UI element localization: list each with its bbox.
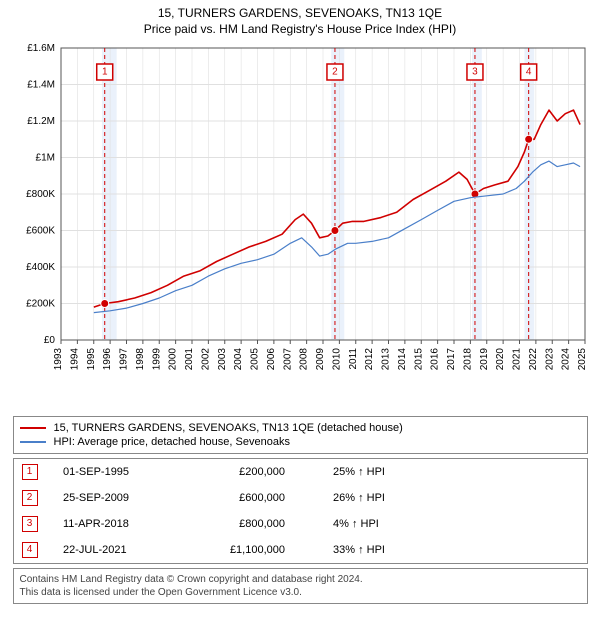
svg-text:2025: 2025 bbox=[577, 348, 588, 371]
svg-text:1: 1 bbox=[101, 67, 107, 78]
legend-box: 15, TURNERS GARDENS, SEVENOAKS, TN13 1QE… bbox=[13, 416, 588, 454]
svg-text:2022: 2022 bbox=[527, 348, 538, 371]
svg-text:2001: 2001 bbox=[184, 348, 195, 371]
svg-text:2003: 2003 bbox=[216, 348, 227, 371]
svg-text:£800K: £800K bbox=[26, 189, 55, 200]
transaction-price: £800,000 bbox=[195, 511, 325, 537]
svg-text:2004: 2004 bbox=[233, 348, 244, 371]
svg-text:2012: 2012 bbox=[364, 348, 375, 371]
svg-text:1993: 1993 bbox=[53, 348, 64, 371]
svg-text:2002: 2002 bbox=[200, 348, 211, 371]
legend-label-property: 15, TURNERS GARDENS, SEVENOAKS, TN13 1QE… bbox=[54, 422, 403, 434]
svg-text:£400K: £400K bbox=[26, 262, 55, 273]
svg-text:1997: 1997 bbox=[118, 348, 129, 371]
svg-text:2016: 2016 bbox=[429, 348, 440, 371]
svg-text:1994: 1994 bbox=[69, 348, 80, 371]
legend-row-hpi: HPI: Average price, detached house, Seve… bbox=[20, 435, 581, 449]
title-block: 15, TURNERS GARDENS, SEVENOAKS, TN13 1QE… bbox=[10, 6, 590, 36]
svg-text:2007: 2007 bbox=[282, 348, 293, 371]
svg-text:2018: 2018 bbox=[462, 348, 473, 371]
transaction-table: 1 01-SEP-1995£200,00025% ↑ HPI 2 25-SEP-200… bbox=[13, 458, 588, 564]
footer-licence: This data is licensed under the Open Gov… bbox=[20, 586, 581, 599]
svg-text:£200K: £200K bbox=[26, 299, 55, 310]
svg-text:2024: 2024 bbox=[560, 348, 571, 371]
table-row: 2 25-SEP-2009£600,00026% ↑ HPI bbox=[13, 485, 587, 511]
svg-text:£1.2M: £1.2M bbox=[27, 116, 55, 127]
transaction-price: £200,000 bbox=[195, 459, 325, 486]
svg-text:3: 3 bbox=[472, 67, 478, 78]
transaction-marker-cell: 3 bbox=[13, 511, 55, 537]
transaction-hpi-delta: 4% ↑ HPI bbox=[325, 511, 587, 537]
svg-text:2: 2 bbox=[332, 67, 338, 78]
transaction-marker-cell: 1 bbox=[13, 459, 55, 486]
legend-label-hpi: HPI: Average price, detached house, Seve… bbox=[54, 436, 290, 448]
legend-swatch-hpi bbox=[20, 441, 46, 443]
legend-row-property: 15, TURNERS GARDENS, SEVENOAKS, TN13 1QE… bbox=[20, 421, 581, 435]
transaction-date: 11-APR-2018 bbox=[55, 511, 195, 537]
transaction-date: 22-JUL-2021 bbox=[55, 537, 195, 564]
footer-copyright: Contains HM Land Registry data © Crown c… bbox=[20, 573, 581, 586]
svg-text:2017: 2017 bbox=[446, 348, 457, 371]
svg-text:£1M: £1M bbox=[35, 153, 54, 164]
svg-text:2019: 2019 bbox=[478, 348, 489, 371]
svg-text:2011: 2011 bbox=[347, 348, 358, 370]
chart-container: 15, TURNERS GARDENS, SEVENOAKS, TN13 1QE… bbox=[0, 0, 600, 608]
svg-text:1998: 1998 bbox=[134, 348, 145, 371]
svg-text:4: 4 bbox=[525, 67, 531, 78]
transaction-hpi-delta: 33% ↑ HPI bbox=[325, 537, 587, 564]
svg-text:2015: 2015 bbox=[413, 348, 424, 371]
svg-text:2014: 2014 bbox=[396, 348, 407, 371]
svg-text:1995: 1995 bbox=[85, 348, 96, 371]
transaction-hpi-delta: 26% ↑ HPI bbox=[325, 485, 587, 511]
table-row: 3 11-APR-2018£800,0004% ↑ HPI bbox=[13, 511, 587, 537]
legend-swatch-property bbox=[20, 427, 46, 429]
svg-text:£600K: £600K bbox=[26, 226, 55, 237]
svg-text:2013: 2013 bbox=[380, 348, 391, 371]
svg-text:2021: 2021 bbox=[511, 348, 522, 371]
transaction-hpi-delta: 25% ↑ HPI bbox=[325, 459, 587, 486]
transaction-marker-cell: 2 bbox=[13, 485, 55, 511]
svg-text:2005: 2005 bbox=[249, 348, 260, 371]
transaction-price: £600,000 bbox=[195, 485, 325, 511]
svg-text:£0: £0 bbox=[43, 335, 55, 346]
transaction-marker-cell: 4 bbox=[13, 537, 55, 564]
transaction-marker: 1 bbox=[22, 464, 38, 480]
chart-svg: £0 £200K £400K £600K £800K £1M £1.2M £1.4M £1.6M… bbox=[13, 40, 588, 410]
svg-text:1999: 1999 bbox=[151, 348, 162, 371]
svg-text:£1.6M: £1.6M bbox=[27, 43, 55, 54]
svg-text:2000: 2000 bbox=[167, 348, 178, 371]
svg-text:2009: 2009 bbox=[315, 348, 326, 371]
transaction-marker: 2 bbox=[22, 490, 38, 506]
title-subtitle: Price paid vs. HM Land Registry's House … bbox=[10, 22, 590, 36]
table-row: 4 22-JUL-2021£1,100,00033% ↑ HPI bbox=[13, 537, 587, 564]
transaction-marker: 3 bbox=[22, 516, 38, 532]
svg-text:2006: 2006 bbox=[265, 348, 276, 371]
svg-text:£1.4M: £1.4M bbox=[27, 80, 55, 91]
transaction-date: 25-SEP-2009 bbox=[55, 485, 195, 511]
table-row: 1 01-SEP-1995£200,00025% ↑ HPI bbox=[13, 459, 587, 486]
svg-text:2023: 2023 bbox=[544, 348, 555, 371]
svg-text:2020: 2020 bbox=[495, 348, 506, 371]
footer-box: Contains HM Land Registry data © Crown c… bbox=[13, 568, 588, 604]
svg-text:1996: 1996 bbox=[102, 348, 113, 371]
transaction-marker: 4 bbox=[22, 542, 38, 558]
transaction-price: £1,100,000 bbox=[195, 537, 325, 564]
title-address: 15, TURNERS GARDENS, SEVENOAKS, TN13 1QE bbox=[10, 6, 590, 20]
chart-area: £0 £200K £400K £600K £800K £1M £1.2M £1.4M £1.6M… bbox=[13, 40, 588, 410]
svg-text:2010: 2010 bbox=[331, 348, 342, 371]
transaction-date: 01-SEP-1995 bbox=[55, 459, 195, 486]
svg-text:2008: 2008 bbox=[298, 348, 309, 371]
